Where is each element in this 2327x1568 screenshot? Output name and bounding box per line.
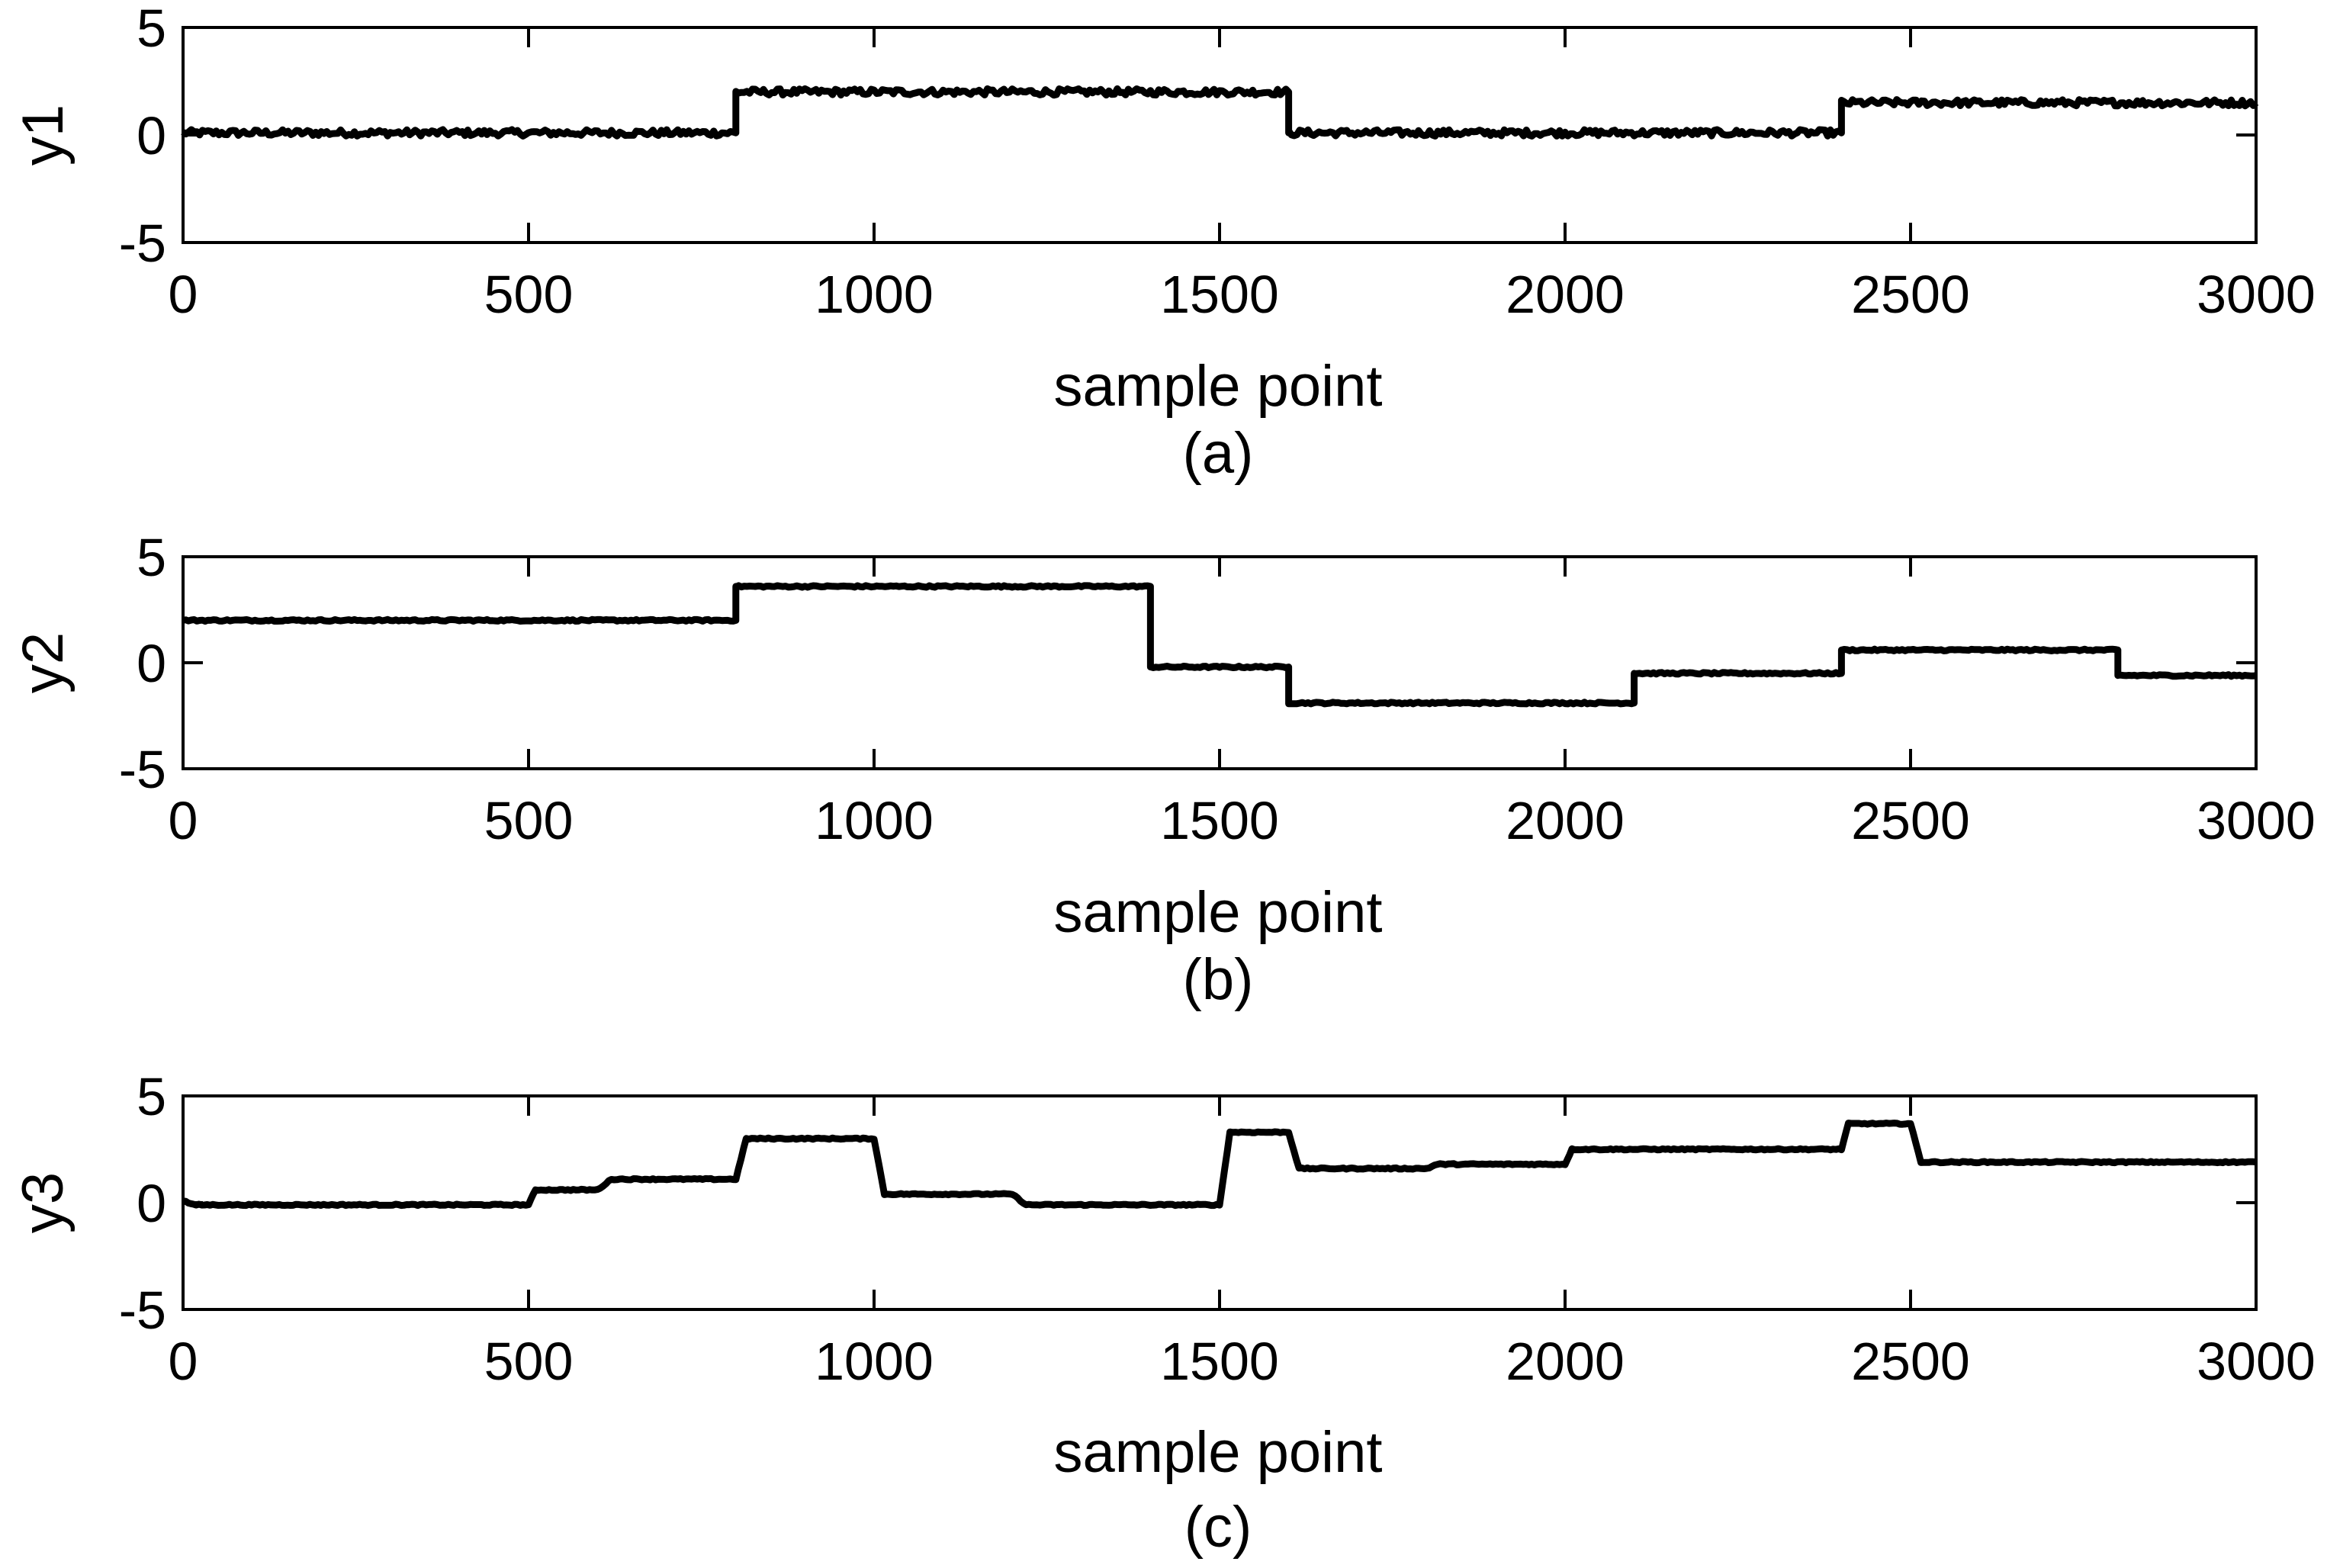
panel-c-xtick-label: 2000: [1506, 1332, 1625, 1391]
panel-a-xtick-label: 1500: [1160, 265, 1279, 324]
panel-c-series-line-0: [182, 1120, 2257, 1210]
panel-b-xtick-label: 1000: [815, 791, 934, 850]
panel-a-xtick-label: 2000: [1506, 265, 1625, 324]
panel-c-ytick-label: -5: [119, 1280, 166, 1340]
panel-a-ytick-label: -5: [119, 214, 166, 273]
panel-b-xtick-label: 2500: [1851, 791, 1970, 850]
panel-c-ytick-label: 5: [137, 1067, 166, 1126]
panel-a-ytick-label: 5: [137, 0, 166, 58]
panel-c-series: [182, 1120, 2257, 1210]
panel-c-ylabel: y3: [11, 1172, 76, 1233]
panel-b-series-line-0: [182, 582, 2257, 708]
panel-c-ytick-label: 0: [137, 1174, 166, 1233]
panel-c-xtick-label: 0: [169, 1332, 198, 1391]
panel-b-ytick-label: -5: [119, 740, 166, 799]
panel-c-xtick-label: 1500: [1160, 1332, 1279, 1391]
panel-c-caption: (c): [1184, 1495, 1252, 1560]
panel-a-caption: (a): [1183, 421, 1254, 486]
panel-b-xlabel: sample point: [1054, 880, 1383, 945]
panel-a-xtick-label: 500: [484, 265, 574, 324]
panel-b-ylabel: y2: [11, 632, 76, 693]
panel-a-xtick-label: 0: [169, 265, 198, 324]
panel-c-xlabel: sample point: [1054, 1420, 1383, 1485]
panel-c-xtick-label: 500: [484, 1332, 574, 1391]
panel-b-xtick-label: 1500: [1160, 791, 1279, 850]
panel-a-xtick-label: 1000: [815, 265, 934, 324]
panel-b-xtick-label: 0: [169, 791, 198, 850]
panel-a-series-line-0: [181, 85, 2259, 140]
panel-b-xtick-label: 500: [484, 791, 574, 850]
panel-b-ytick-label: 0: [137, 634, 166, 693]
panel-c-xtick-label: 3000: [2197, 1332, 2316, 1391]
panel-a-xlabel: sample point: [1054, 354, 1383, 419]
panel-b-xtick-label: 2000: [1506, 791, 1625, 850]
panel-a-xtick-label: 3000: [2197, 265, 2316, 324]
panel-b-caption: (b): [1183, 947, 1254, 1012]
panel-a-series: [181, 85, 2259, 140]
panel-c-xtick-label: 2500: [1851, 1332, 1970, 1391]
panel-b-xtick-label: 3000: [2197, 791, 2316, 850]
panel-b-series: [182, 582, 2257, 708]
panel-b-axes-box: [182, 555, 2258, 770]
panel-a-ytick-label: 0: [137, 106, 166, 165]
panel-b-ytick-label: 5: [137, 528, 166, 587]
panel-a-ylabel: y1: [11, 104, 76, 165]
panel-c-xtick-label: 1000: [815, 1332, 934, 1391]
panel-a-xtick-label: 2500: [1851, 265, 1970, 324]
